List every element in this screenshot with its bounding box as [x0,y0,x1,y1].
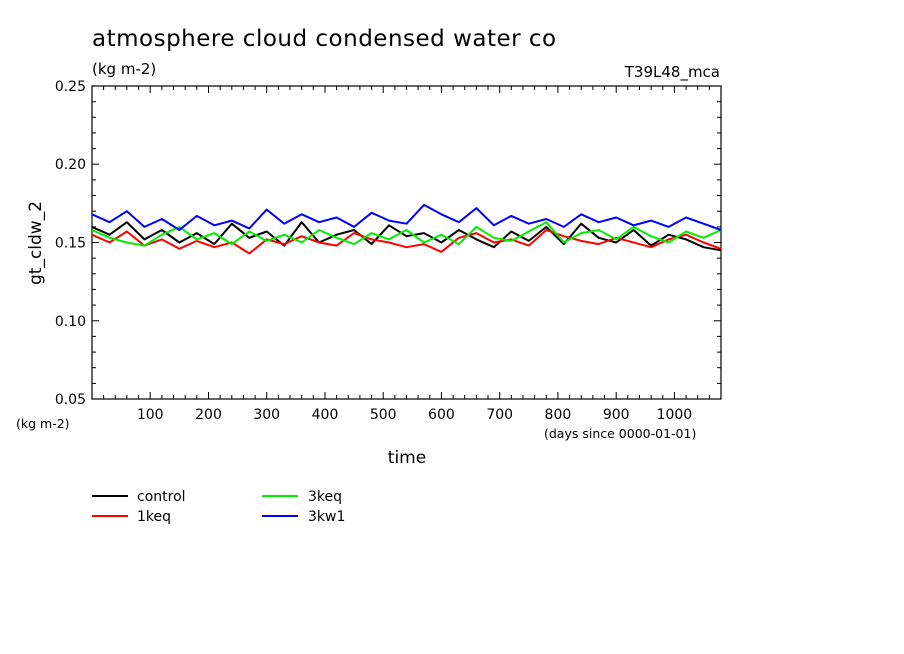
x-tick-label: 100 [137,407,164,423]
chart-subtitle: (kg m-2) [92,60,156,78]
y-unit-label: (kg m-2) [16,416,70,431]
x-tick-label: 200 [195,407,222,423]
x-tick-label: 400 [312,407,339,423]
ticks-layer: 100 200 300 400 500 600 700 800 900 1000 0.05 0.10 0… [55,79,721,423]
x-tick-label: 600 [428,407,455,423]
series-line-3keq [91,221,722,247]
x-tick-label: 300 [253,407,280,423]
y-tick-label: 0.25 [55,79,86,95]
plot-frame [91,85,722,400]
series-line-control [91,221,722,252]
x-tick-label: 700 [486,407,513,423]
x-axis-label: time [388,448,426,468]
x-tick-label: 500 [370,407,397,423]
series-line-3kw1 [91,203,722,231]
legend-label-control: control [137,489,186,505]
legend-label-1keq: 1keq [137,509,171,525]
series-layer [91,203,722,255]
x-tick-label: 800 [545,407,572,423]
y-tick-label: 0.15 [55,236,86,252]
y-axis-label: gt_cldw_2 [26,201,46,285]
legend-label-3kw1: 3kw1 [308,509,345,525]
y-tick-label: 0.10 [55,314,86,330]
y-tick-label: 0.20 [55,157,86,173]
x-tick-label: 900 [603,407,630,423]
legend: control 1keq 3keq 3kw1 [92,489,345,525]
x-unit-label: (days since 0000-01-01) [544,426,696,441]
y-tick-label: 0.05 [55,392,86,408]
legend-label-3keq: 3keq [308,489,342,505]
series-line-1keq [91,229,722,255]
run-label: T39L48_mca [624,63,720,82]
x-tick-label: 1000 [657,407,693,423]
chart-title: atmosphere cloud condensed water co [92,26,557,52]
